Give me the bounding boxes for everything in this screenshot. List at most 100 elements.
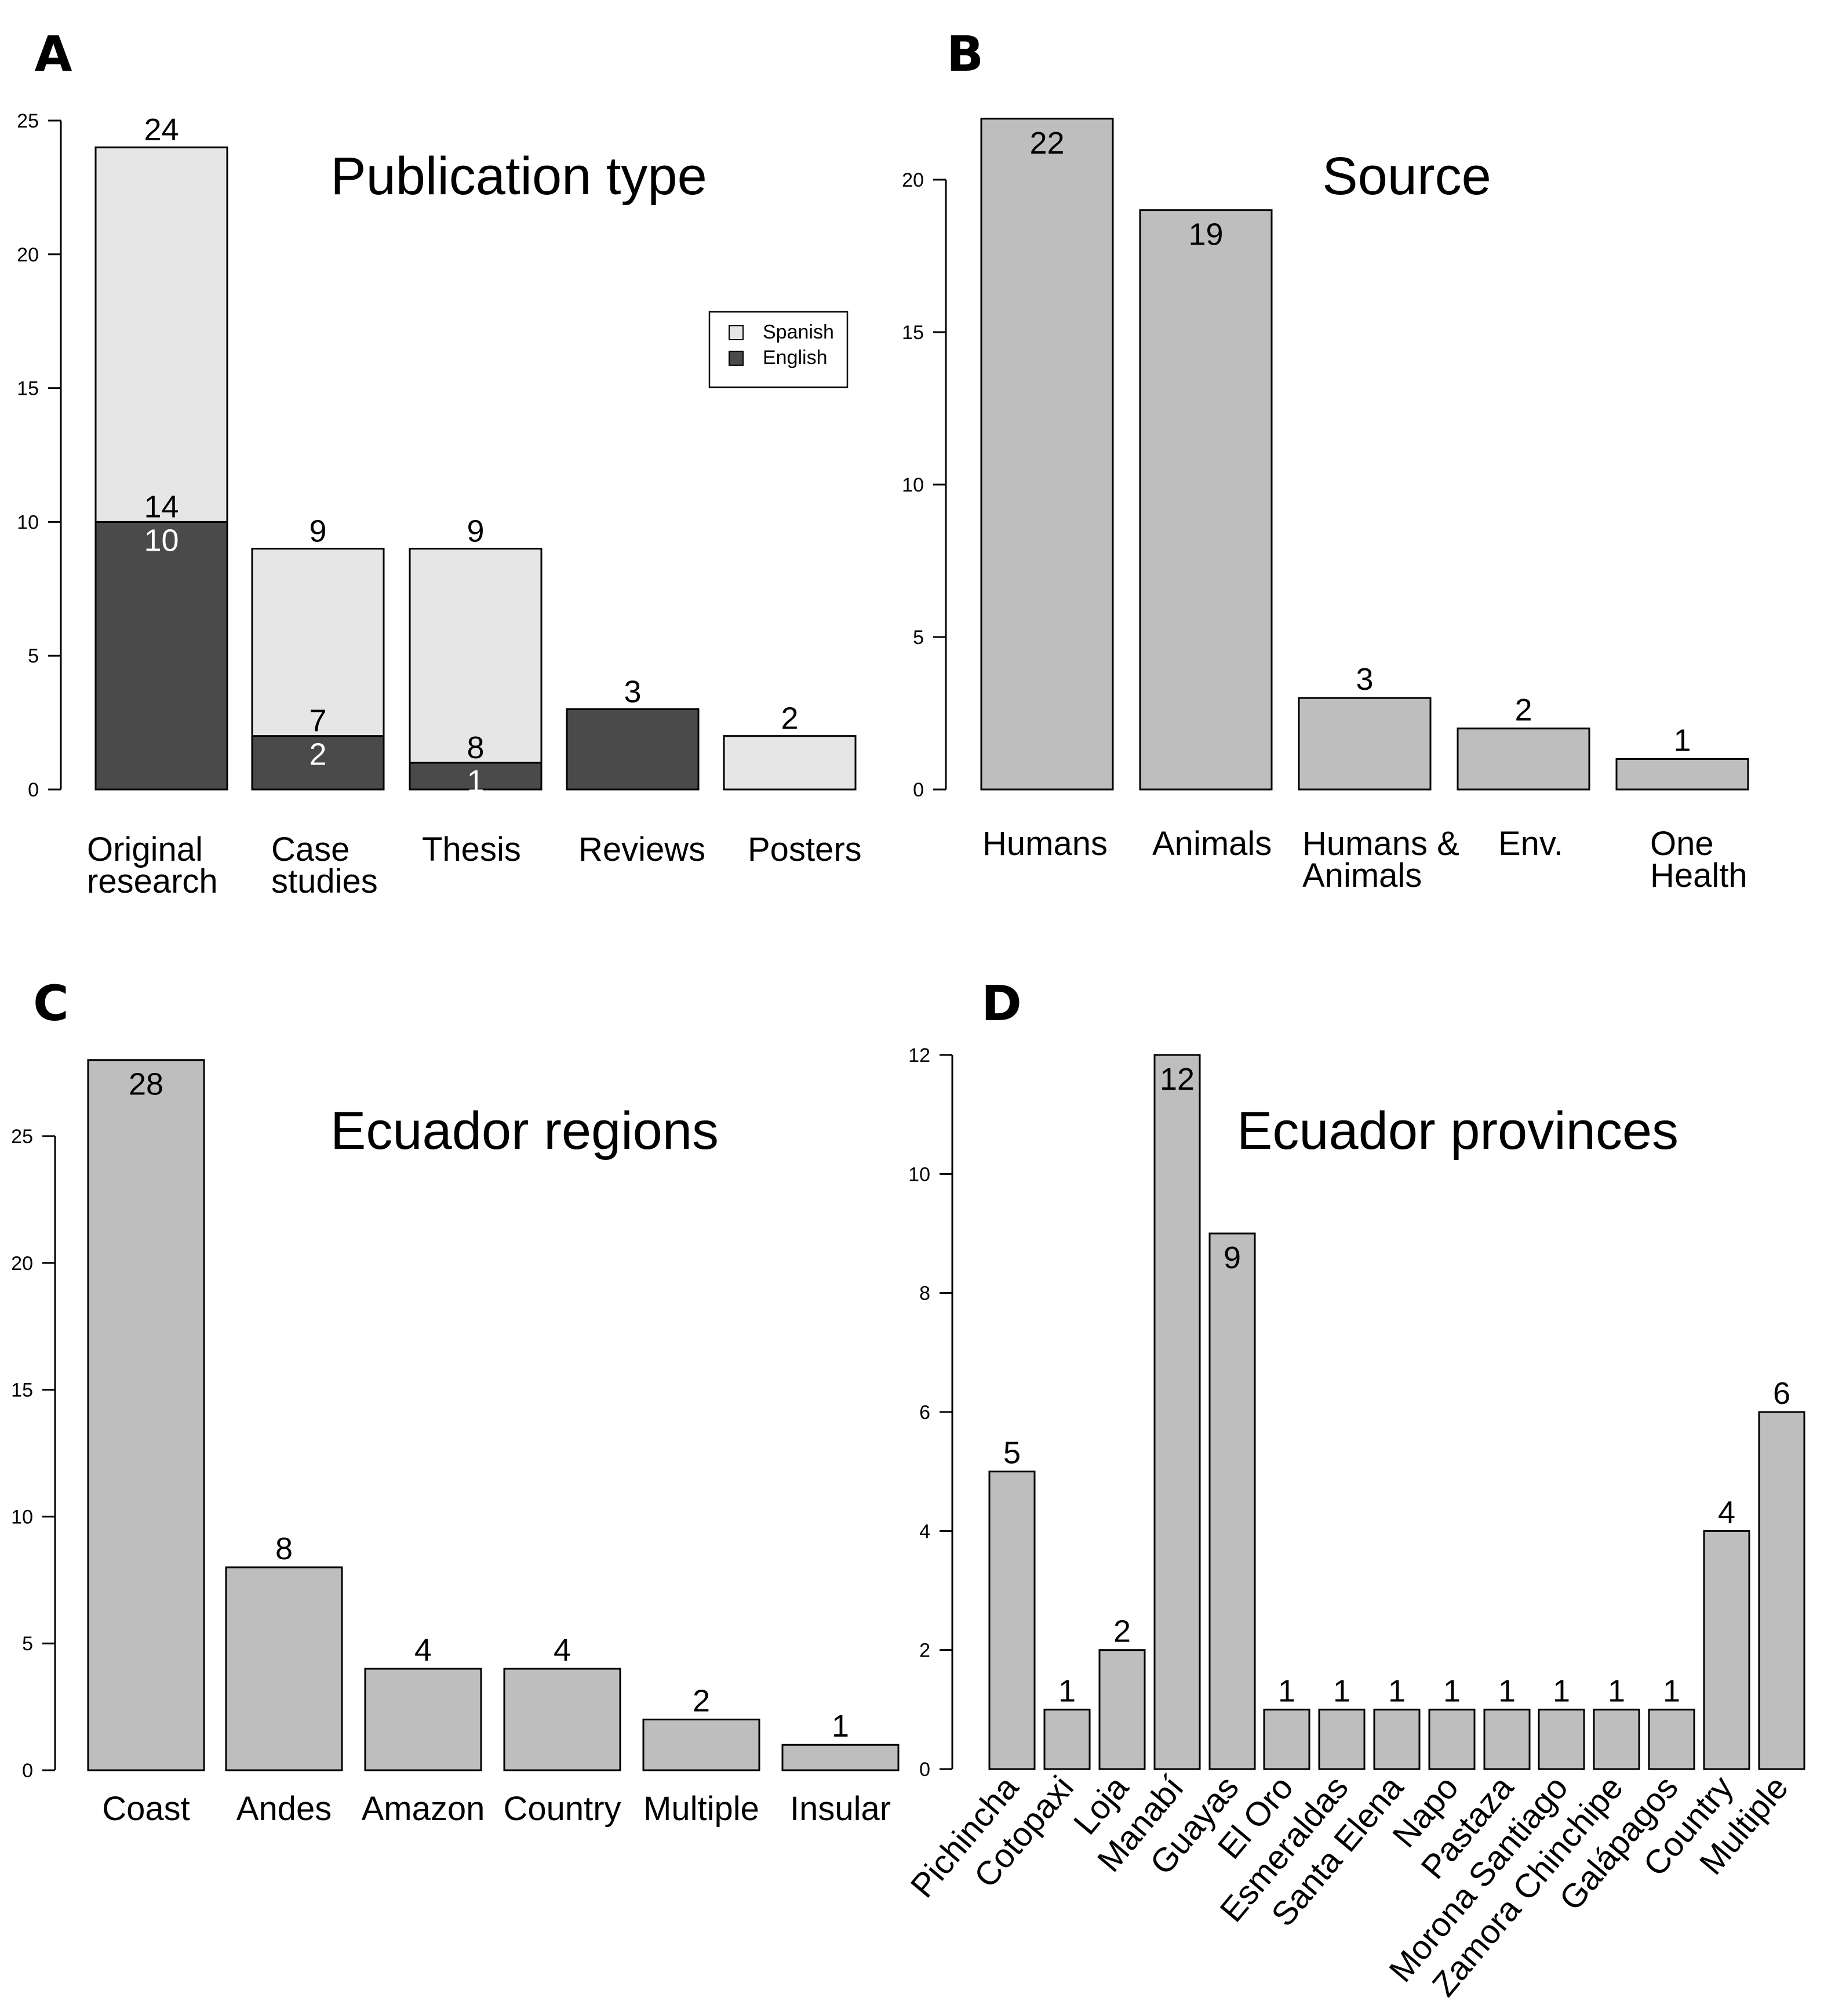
y-tick-label: 15 — [17, 378, 39, 400]
bar-spanish — [409, 548, 543, 764]
x-tick-label: Posters — [748, 831, 862, 868]
bar — [1593, 1708, 1640, 1770]
bar — [1208, 1232, 1256, 1770]
data-label-spanish: 14 — [144, 489, 179, 524]
data-label-spanish: 7 — [309, 704, 326, 738]
y-tick-label: 10 — [17, 511, 39, 533]
bar-english — [566, 708, 700, 791]
x-tick-label: Amazon — [362, 1790, 485, 1828]
data-label: 1 — [1673, 723, 1691, 758]
data-label-total: 9 — [467, 514, 484, 549]
bar-spanish — [251, 548, 385, 737]
bar — [1457, 727, 1590, 791]
bar-english — [409, 762, 543, 791]
data-label: 2 — [1514, 693, 1532, 727]
panel-letter: C — [33, 975, 69, 1032]
x-tick-label: Humans — [982, 825, 1108, 863]
y-tick-label: 12 — [908, 1045, 930, 1067]
data-label: 1 — [1278, 1673, 1295, 1708]
legend: Spanish English — [708, 311, 849, 388]
y-tick-label: 0 — [22, 1760, 33, 1782]
data-label: 4 — [554, 1633, 571, 1668]
bar — [503, 1668, 621, 1771]
data-label-english: 10 — [144, 523, 179, 558]
legend-swatch-spanish — [729, 325, 744, 340]
data-label: 3 — [1356, 662, 1373, 697]
bar — [87, 1059, 205, 1771]
data-label: 1 — [1498, 1673, 1516, 1708]
data-label: 19 — [1188, 217, 1223, 252]
data-label: 1 — [1608, 1673, 1625, 1708]
data-label: 6 — [1773, 1376, 1790, 1411]
x-tick-label: Humans & Animals — [1302, 825, 1459, 894]
y-tick-label: 20 — [17, 244, 39, 266]
bar — [781, 1744, 900, 1771]
data-label: 2 — [1113, 1614, 1131, 1649]
panel-letter: D — [981, 975, 1022, 1032]
x-tick-label: Thesis — [422, 831, 521, 868]
data-label: 8 — [275, 1531, 293, 1566]
bar — [1139, 209, 1273, 791]
data-label-total: 2 — [781, 701, 798, 736]
data-label-english: 2 — [309, 737, 326, 772]
bar-english — [251, 735, 385, 791]
y-tick-label: 15 — [902, 322, 924, 344]
y-tick-label: 0 — [28, 779, 39, 801]
bar — [1043, 1708, 1091, 1770]
panel-b: B Source 0 5 10 15 20 22 Humans 19 Animals 3 Humans … — [902, 26, 1749, 894]
y-tick-label: 6 — [919, 1402, 930, 1424]
data-label-total: 24 — [144, 112, 179, 147]
chart-title: Publication type — [330, 147, 707, 206]
bar — [1298, 697, 1432, 791]
data-label: 1 — [1333, 1673, 1350, 1708]
x-tick-label: Reviews — [578, 831, 705, 868]
bar — [225, 1566, 343, 1771]
data-label: 9 — [1224, 1240, 1241, 1275]
bar — [1703, 1530, 1750, 1770]
chart-title: Ecuador regions — [330, 1101, 719, 1160]
y-tick-label: 10 — [902, 474, 924, 496]
data-label: 28 — [129, 1067, 163, 1102]
data-label: 4 — [1718, 1495, 1735, 1530]
x-tick-label: Insular — [790, 1790, 891, 1828]
bar — [1615, 758, 1749, 791]
y-tick-label: 0 — [913, 779, 924, 801]
bar — [1263, 1708, 1310, 1770]
panel-letter: B — [946, 26, 984, 82]
bar — [1428, 1708, 1476, 1770]
data-label: 2 — [693, 1683, 710, 1718]
y-tick-label: 5 — [28, 645, 39, 667]
bar — [988, 1471, 1036, 1770]
data-label: 1 — [1553, 1673, 1570, 1708]
y-tick-label: 5 — [913, 627, 924, 649]
y-tick-label: 4 — [919, 1520, 930, 1542]
y-tick-label: 2 — [919, 1640, 930, 1662]
legend-box — [708, 311, 849, 388]
y-tick-label: 8 — [919, 1283, 930, 1305]
y-tick-label: 10 — [908, 1163, 930, 1185]
data-label-spanish: 8 — [467, 730, 484, 765]
data-label: 22 — [1029, 126, 1064, 161]
data-label-total: 9 — [309, 514, 326, 549]
chart-title: Ecuador provinces — [1237, 1101, 1679, 1160]
data-label: 12 — [1160, 1062, 1195, 1097]
bar — [1318, 1708, 1366, 1770]
data-label: 4 — [414, 1633, 432, 1668]
bar — [1373, 1708, 1421, 1770]
bar — [980, 118, 1114, 791]
data-label: 1 — [1663, 1673, 1680, 1708]
x-tick-label: Coast — [102, 1790, 190, 1828]
y-tick-label: 20 — [11, 1253, 33, 1275]
x-tick-label: One Health — [1650, 825, 1747, 894]
bar — [1538, 1708, 1585, 1770]
bar-spanish — [723, 735, 857, 791]
y-tick-label: 20 — [902, 169, 924, 191]
bar — [364, 1668, 482, 1771]
x-tick-label: Original research — [87, 831, 218, 900]
panel-letter: A — [34, 26, 72, 82]
bar — [1098, 1649, 1146, 1770]
x-tick-label: Andes — [236, 1790, 332, 1828]
y-tick-label: 0 — [919, 1759, 930, 1781]
panel-c: C Ecuador regions 0 5 10 15 20 25 28 Coast 8 Andes 4… — [11, 975, 900, 1828]
bar — [642, 1718, 760, 1771]
